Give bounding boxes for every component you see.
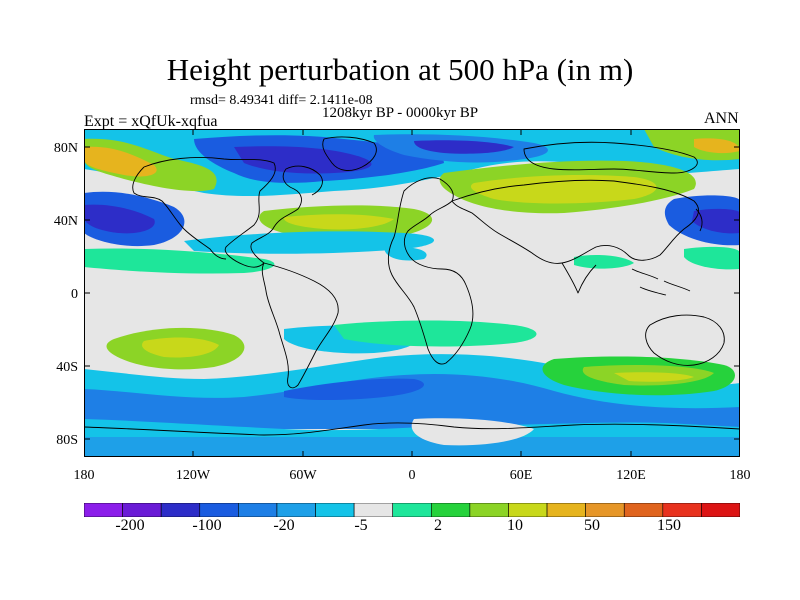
colorbar-label: -5 [354,517,368,534]
colorbar-box [353,503,394,517]
colorbar-box [623,503,664,517]
lat-tick-label: 80N [53,141,78,156]
colorbar-box [199,503,239,517]
colorbar-box [585,503,625,517]
lon-tick-label: 180 [729,468,751,483]
colorbar-box [392,503,432,517]
colorbar-box [84,503,123,517]
lon-tick-label: 180 [73,468,95,483]
colorbar-box [160,503,201,517]
colorbar-box [276,503,316,517]
colorbar-box [701,503,740,517]
colorbar-label: -200 [115,517,145,534]
lon-tick-label: 120W [175,468,211,483]
colorbar-label: 50 [584,517,600,534]
lat-tick-label: 40N [53,214,78,229]
colorbar-box [546,503,586,517]
colorbar-box [122,503,162,517]
lon-tick-label: 0 [408,468,416,483]
lon-tick-label: 120E [616,468,646,483]
period-label: 1208kyr BP - 0000kyr BP [322,105,479,121]
axis-ticks [84,129,740,457]
colorbar-label: -20 [273,517,295,534]
plot-title: Height perturbation at 500 hPa (in m) [166,52,634,87]
lon-tick-label: 60W [289,468,317,483]
colorbar-box [508,503,548,517]
colorbar-box [315,503,355,517]
season-label: ANN [704,110,739,127]
lat-tick-label: 40S [56,360,78,375]
colorbar-box [469,503,509,517]
colorbar-box [430,503,471,517]
stats-line: rmsd= 8.49341 diff= 2.1411e-08 [190,93,373,108]
colorbar-box [662,503,702,517]
lat-tick-label: 0 [71,287,78,302]
lat-tick-label: 80S [56,433,78,448]
colorbar-label: -100 [192,517,222,534]
contour-map [84,129,740,457]
contour-fill [84,129,740,457]
colorbar-label: 2 [434,517,442,534]
colorbar-label: 10 [507,517,523,534]
colorbar-label: 150 [657,517,681,534]
colorbar [84,503,740,517]
colorbar-box [238,503,278,517]
experiment-label: Expt = xQfUk-xqfua [84,113,218,130]
lon-tick-label: 60E [509,468,533,483]
